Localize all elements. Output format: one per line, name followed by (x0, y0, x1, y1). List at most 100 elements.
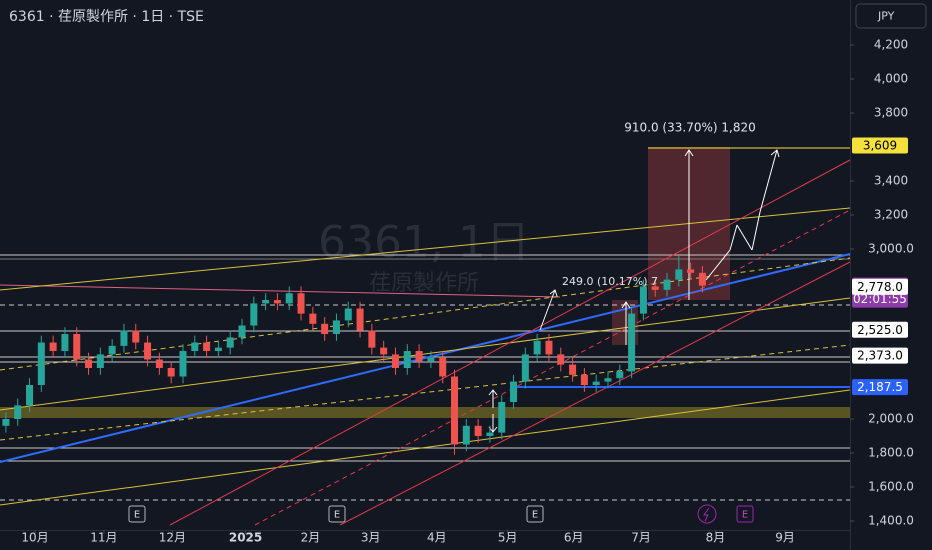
price-label: 2,525.0 (857, 323, 903, 337)
candle-body (604, 378, 612, 382)
price-label-bg (852, 278, 908, 295)
y-tick-label: 1,800.0 (868, 445, 914, 459)
candle-body (144, 342, 152, 360)
candle-body (49, 342, 57, 352)
candle-body (297, 293, 305, 314)
x-tick-label: 4月 (427, 531, 447, 545)
price-label: 3,609 (863, 139, 897, 153)
candle-body (474, 425, 482, 437)
y-tick-label: 1,400.0 (868, 513, 914, 527)
candle-body (191, 342, 199, 352)
event-label: E (532, 510, 538, 521)
candle-body (250, 303, 258, 326)
y-tick-label: 3,400 (874, 174, 908, 188)
candle-body (616, 371, 624, 379)
chart-title: 6361 · 荏原製作所 · 1日 · TSE (9, 9, 204, 25)
currency-button[interactable] (855, 3, 927, 29)
candle-body (14, 405, 22, 420)
candle-body (521, 354, 529, 382)
candle-body (85, 359, 93, 369)
candle-body (167, 368, 175, 377)
candle-body (179, 351, 187, 377)
candle-body (592, 381, 600, 386)
price-label-bg (852, 347, 908, 364)
watermark-subtitle: 荏原製作所 (369, 271, 479, 296)
candle-body (214, 347, 222, 352)
trend-line (0, 207, 851, 291)
candle-body (155, 359, 163, 369)
candle-body (545, 340, 553, 355)
candle-body (663, 279, 671, 290)
event-box (526, 505, 544, 523)
candle-body (380, 347, 388, 355)
candle-body (26, 385, 34, 406)
trend-line (0, 344, 851, 441)
x-tick-label: 12月 (159, 531, 186, 545)
candle-body (580, 374, 588, 386)
candle-body (285, 293, 293, 304)
x-tick-label: 6月 (564, 531, 584, 545)
trend-line (0, 284, 561, 298)
price-label: 2,778.0 (857, 280, 903, 294)
trend-line (0, 389, 851, 506)
price-label-bg (852, 137, 908, 154)
y-tick-label: 4,000 (874, 72, 908, 86)
candle-body (132, 330, 140, 343)
candle-body (391, 354, 399, 369)
candle-body (120, 330, 128, 346)
candle-body (639, 286, 647, 314)
candle-body (2, 419, 10, 426)
candle-body (628, 313, 636, 372)
candle-body (698, 272, 706, 286)
price-label-bg (852, 321, 908, 338)
x-tick-label: 2月 (301, 531, 321, 545)
candle-body (451, 376, 459, 445)
dividend-marker (697, 504, 717, 524)
candle-body (321, 323, 329, 335)
dividend-icon (703, 507, 710, 522)
candle-body (533, 340, 541, 355)
event-label: E (134, 510, 140, 521)
x-tick-label: 5月 (498, 531, 518, 545)
event-box (128, 505, 146, 523)
candle-body (439, 357, 447, 377)
candle-body (403, 351, 411, 369)
candle-body (462, 425, 470, 445)
y-tick-label: 1,600.0 (868, 479, 914, 493)
candle-body (356, 308, 364, 331)
candle-body (238, 325, 246, 338)
candle-body (569, 364, 577, 375)
candle-body (73, 334, 81, 360)
watermark: 6361, 1日 (318, 217, 530, 268)
y-tick-label: 3,200 (874, 208, 908, 222)
candle-body (273, 300, 281, 304)
measure-label: 249.0 (10.17%) 7 (562, 275, 658, 288)
event-box (328, 505, 346, 523)
price-label: 2,373.0 (857, 349, 903, 363)
candle-body (37, 342, 45, 386)
zone-band (0, 407, 850, 418)
candles (2, 255, 706, 455)
candle-body (96, 354, 104, 369)
x-tick-label: 7月 (631, 531, 651, 545)
event-label: E (334, 510, 340, 521)
measure-label: 910.0 (33.70%) 1,820 (624, 121, 755, 135)
x-tick-label: 10月 (21, 531, 48, 545)
price-label: 2,187.5 (857, 380, 903, 394)
y-tick-label: 3,800 (874, 106, 908, 120)
trend-line (0, 253, 851, 463)
y-tick-label: 2,000.0 (868, 412, 914, 426)
y-tick-label: 3,000.0 (868, 242, 914, 256)
candle-body (262, 300, 270, 304)
event-markers: E E E E (128, 504, 754, 524)
currency-label[interactable]: JPY (877, 10, 895, 23)
y-tick-label: 4,200 (874, 38, 908, 52)
trend-line (0, 297, 851, 411)
price-label-bg (852, 379, 908, 396)
drawings (0, 147, 851, 526)
candle-body (368, 330, 376, 348)
event-label: E (742, 510, 748, 521)
trend-line (169, 159, 851, 526)
trend-line (339, 261, 851, 526)
